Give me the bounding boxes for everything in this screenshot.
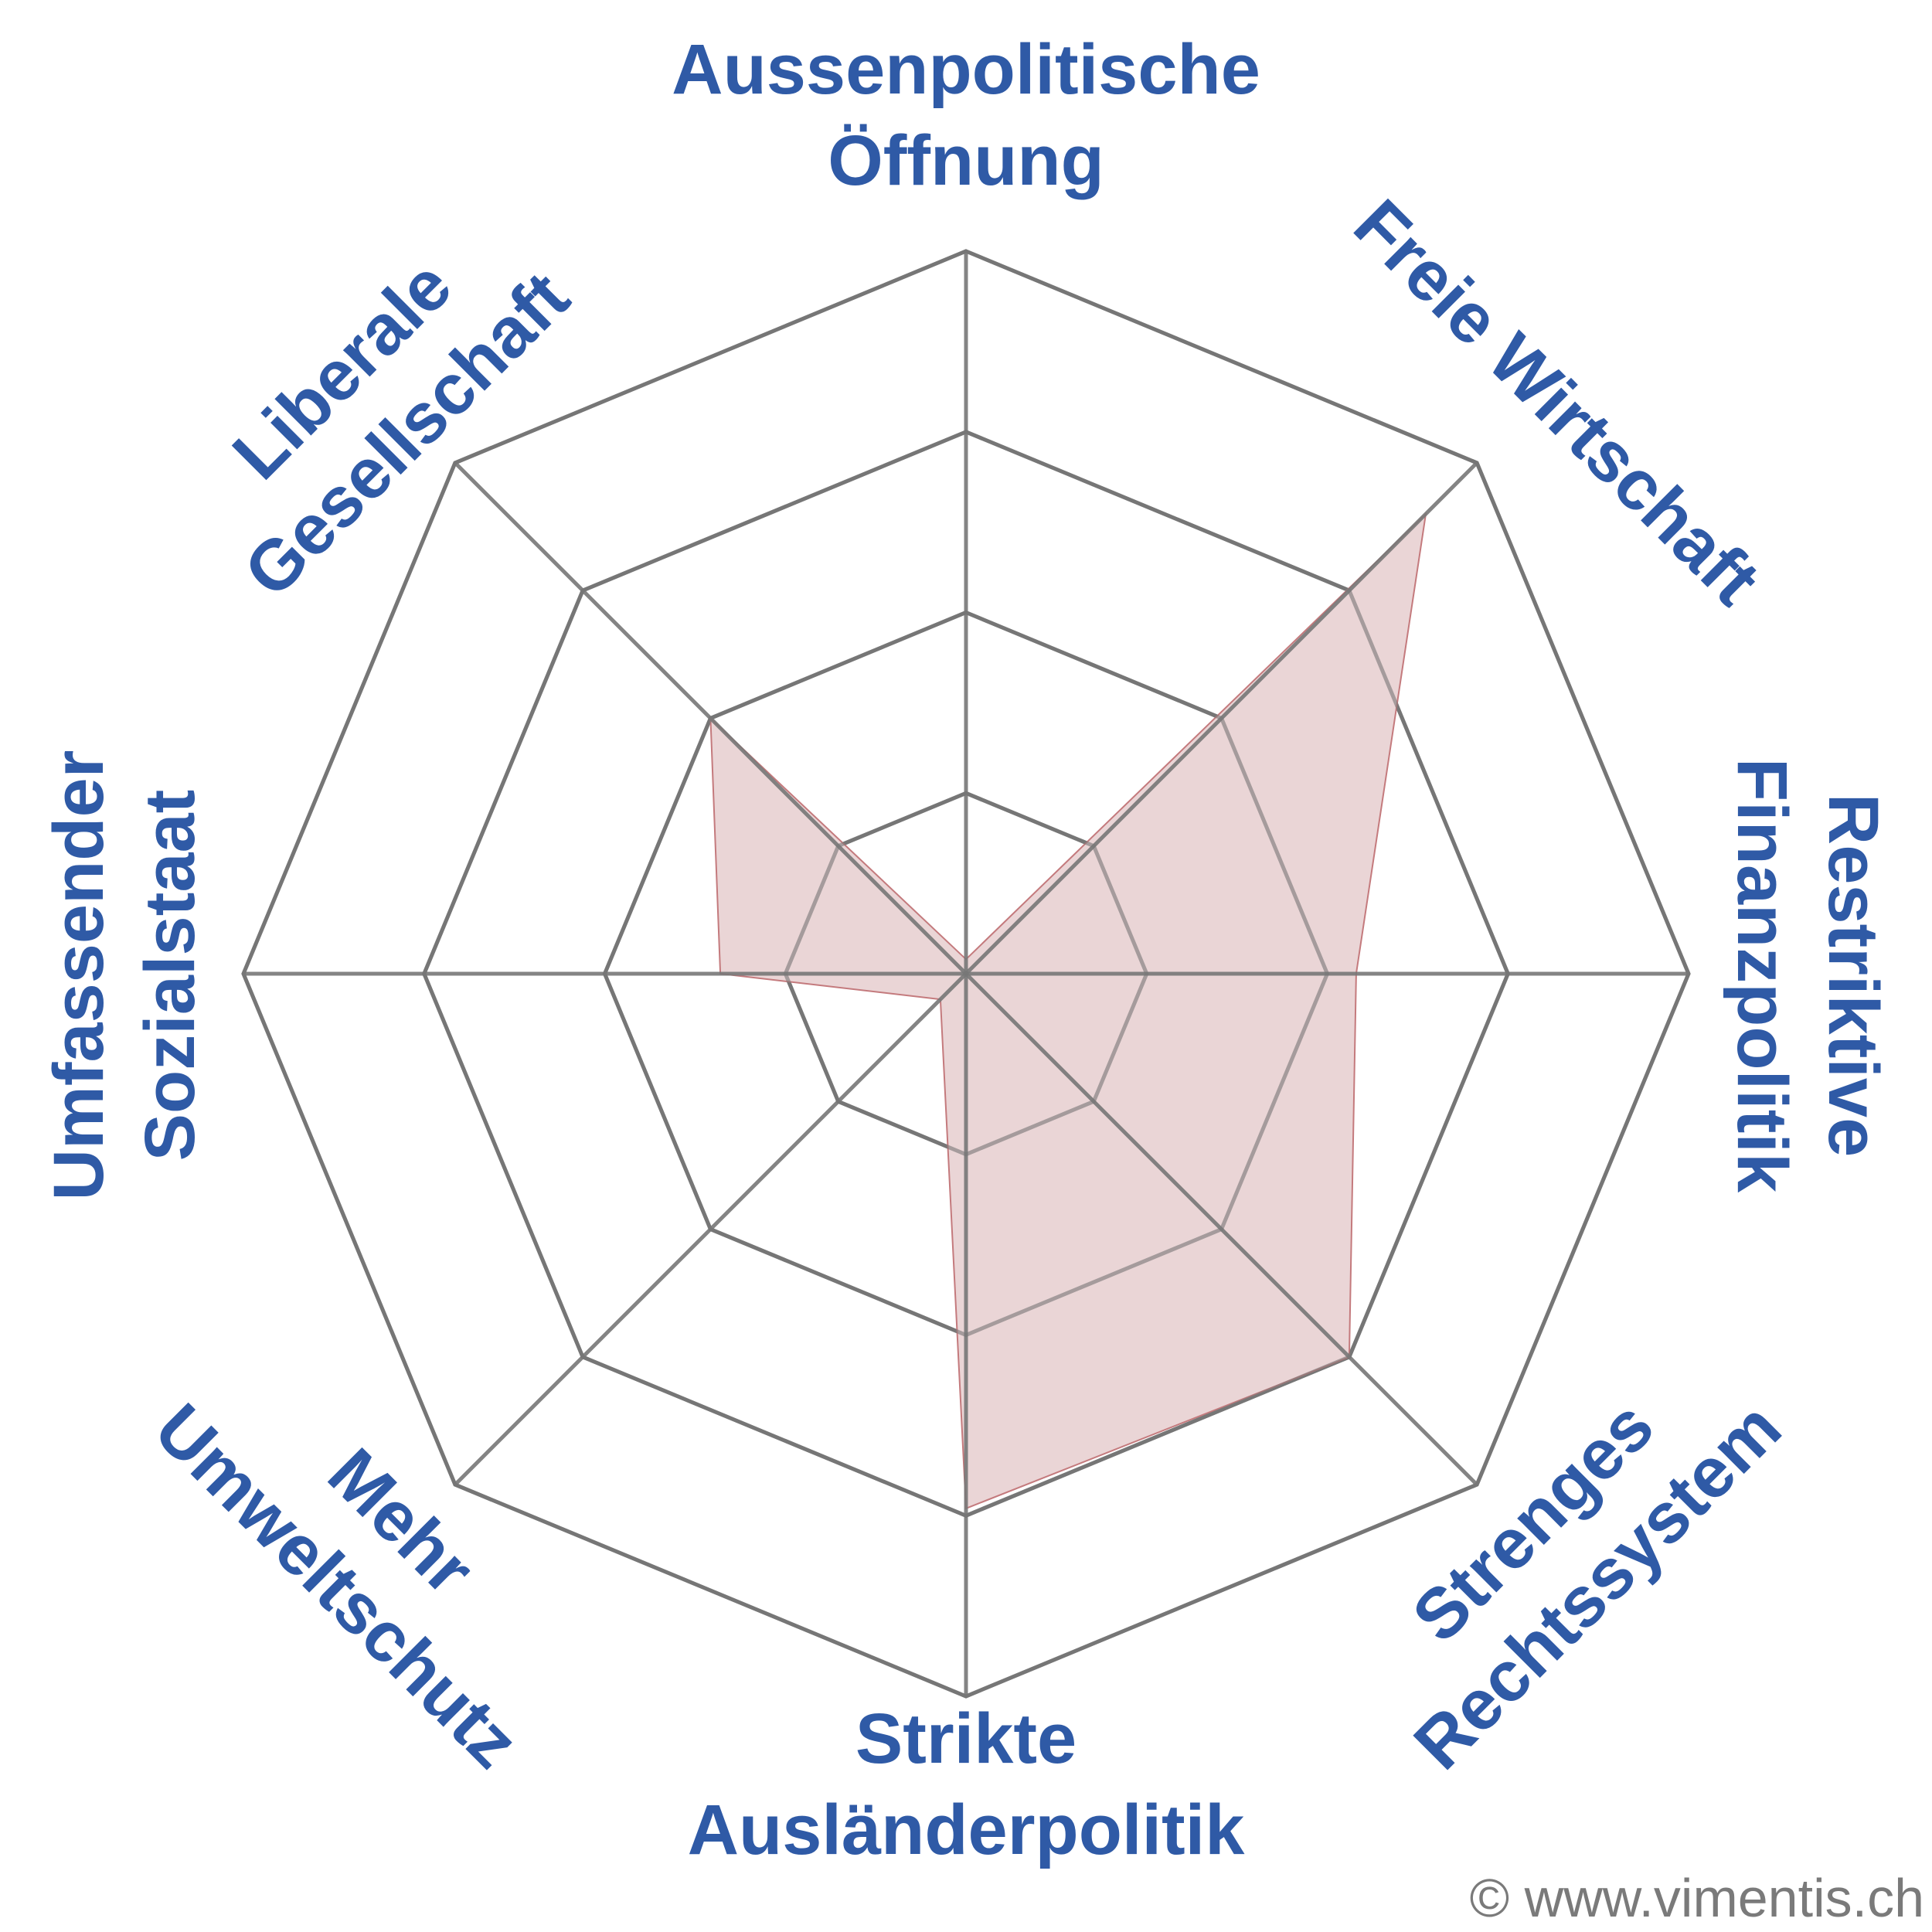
axis-label-line: Aussenpolitische (672, 30, 1260, 109)
axis-label-line: Restriktive (1814, 794, 1893, 1157)
series-area-1 (709, 512, 1427, 1510)
grid-ring-overlay-2 (602, 610, 1330, 1338)
axis-label-aussenpolitische-oeffnung: Aussenpolitische Öffnung (672, 30, 1260, 200)
axis-label-line: Öffnung (828, 121, 1104, 200)
grid-ring-overlay-1 (783, 791, 1149, 1157)
axis-label-umfassender-sozialstaat: Umfassender Sozialstaat (39, 750, 209, 1201)
axis-label-line: Ausländerpolitik (688, 1791, 1246, 1869)
axis-label-restriktive-finanzpolitik: RestriktiveFinanzpolitik (1723, 758, 1893, 1193)
radar-spokes (241, 249, 1691, 1699)
axis-label-liberale-gesellschaft: LiberaleGesellschaft (165, 192, 583, 611)
axis-label-line: Sozialstaat (131, 790, 209, 1162)
axis-label-strikte-auslaenderpolitik: Strikte Ausländerpolitik (688, 1699, 1246, 1869)
axis-label-line: Umweltschutz (140, 1389, 533, 1783)
axis-label-line: Umfassender (39, 750, 118, 1201)
axis-label-line: Finanzpolitik (1723, 758, 1801, 1193)
axis-label-line: Strikte (855, 1699, 1077, 1778)
grid-ring-overlay-4 (241, 249, 1691, 1699)
grid-ring-overlay-3 (422, 430, 1511, 1519)
radar-series (709, 512, 1427, 1510)
axis-label-mehr-umweltschutz: MehrUmweltschutz (140, 1325, 598, 1783)
axis-label-strenges-rechtssystem: StrengesRechtssystem (1335, 1323, 1796, 1784)
copyright-credit: © www.vimentis.ch (1470, 1868, 1924, 1928)
